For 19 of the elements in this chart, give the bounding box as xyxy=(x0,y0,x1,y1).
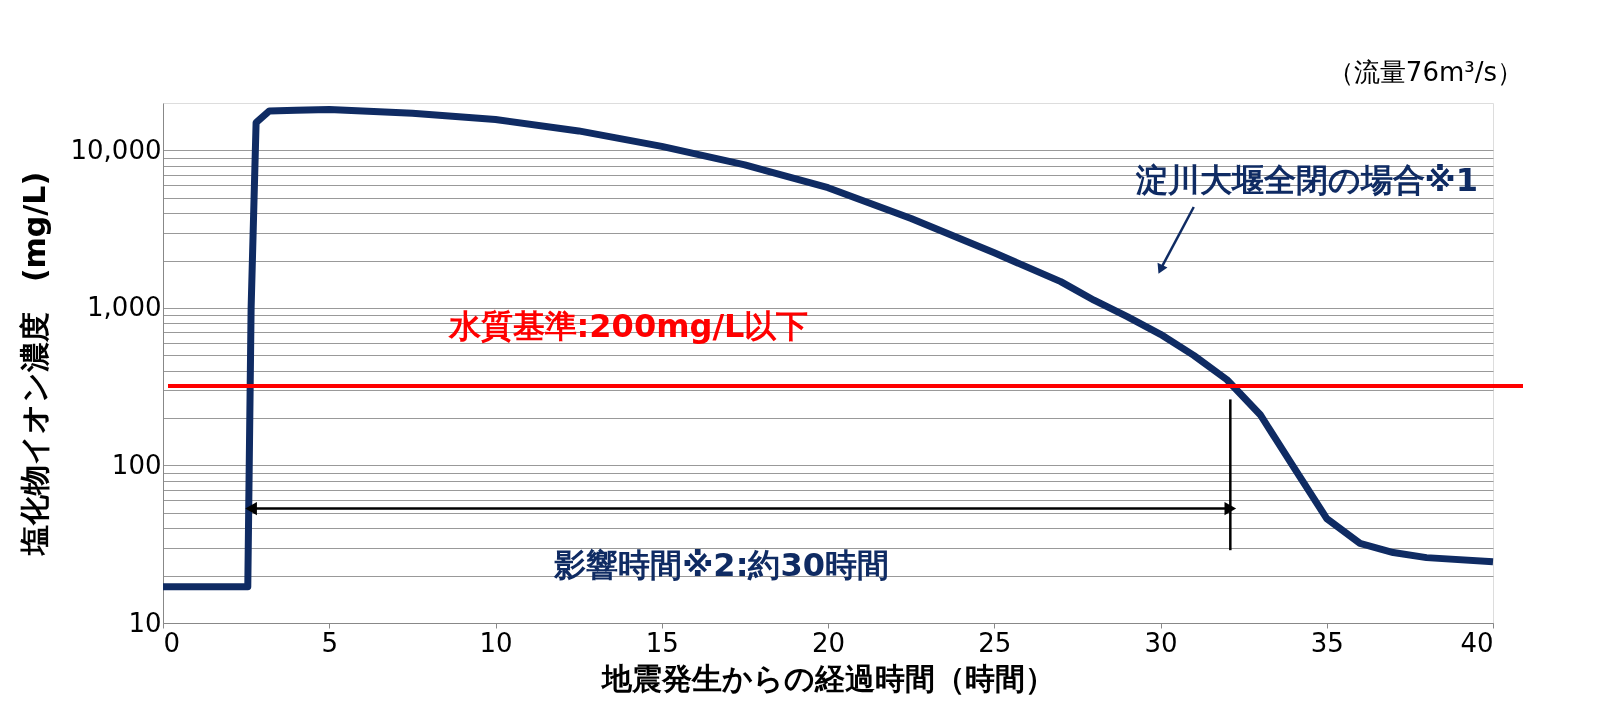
y-tick-label: 1,000 xyxy=(87,292,162,323)
x-tick-label: 10 xyxy=(479,627,513,658)
text: （流量76m³/s） xyxy=(1327,57,1523,87)
y-tick-label: 10 xyxy=(128,607,162,638)
y-axis-title: 塩化物イオン濃度 (mg/L) xyxy=(16,171,52,557)
x-tick-label: 5 xyxy=(321,627,339,658)
x-tick-label: 35 xyxy=(1310,627,1344,658)
x-tick-label: 40 xyxy=(1460,627,1494,658)
x-tick-label: 25 xyxy=(978,627,1012,658)
x-tick-label: 15 xyxy=(645,627,679,658)
x-axis-title: 地震発生からの経過時間（時間） xyxy=(600,660,1055,696)
annotation: 水質基準:200mg/L以下 xyxy=(447,306,809,345)
annotation: 淀川大堰全閉の場合※1 xyxy=(1134,161,1478,199)
x-tick-label: 20 xyxy=(811,627,846,658)
x-tick-label: 30 xyxy=(1144,627,1178,658)
y-tick-label: 10,000 xyxy=(70,134,162,165)
x-tick-label: 0 xyxy=(163,627,181,658)
y-tick-label: 100 xyxy=(111,449,162,480)
annotation: 影響時間※2:約30時間 xyxy=(553,545,889,584)
